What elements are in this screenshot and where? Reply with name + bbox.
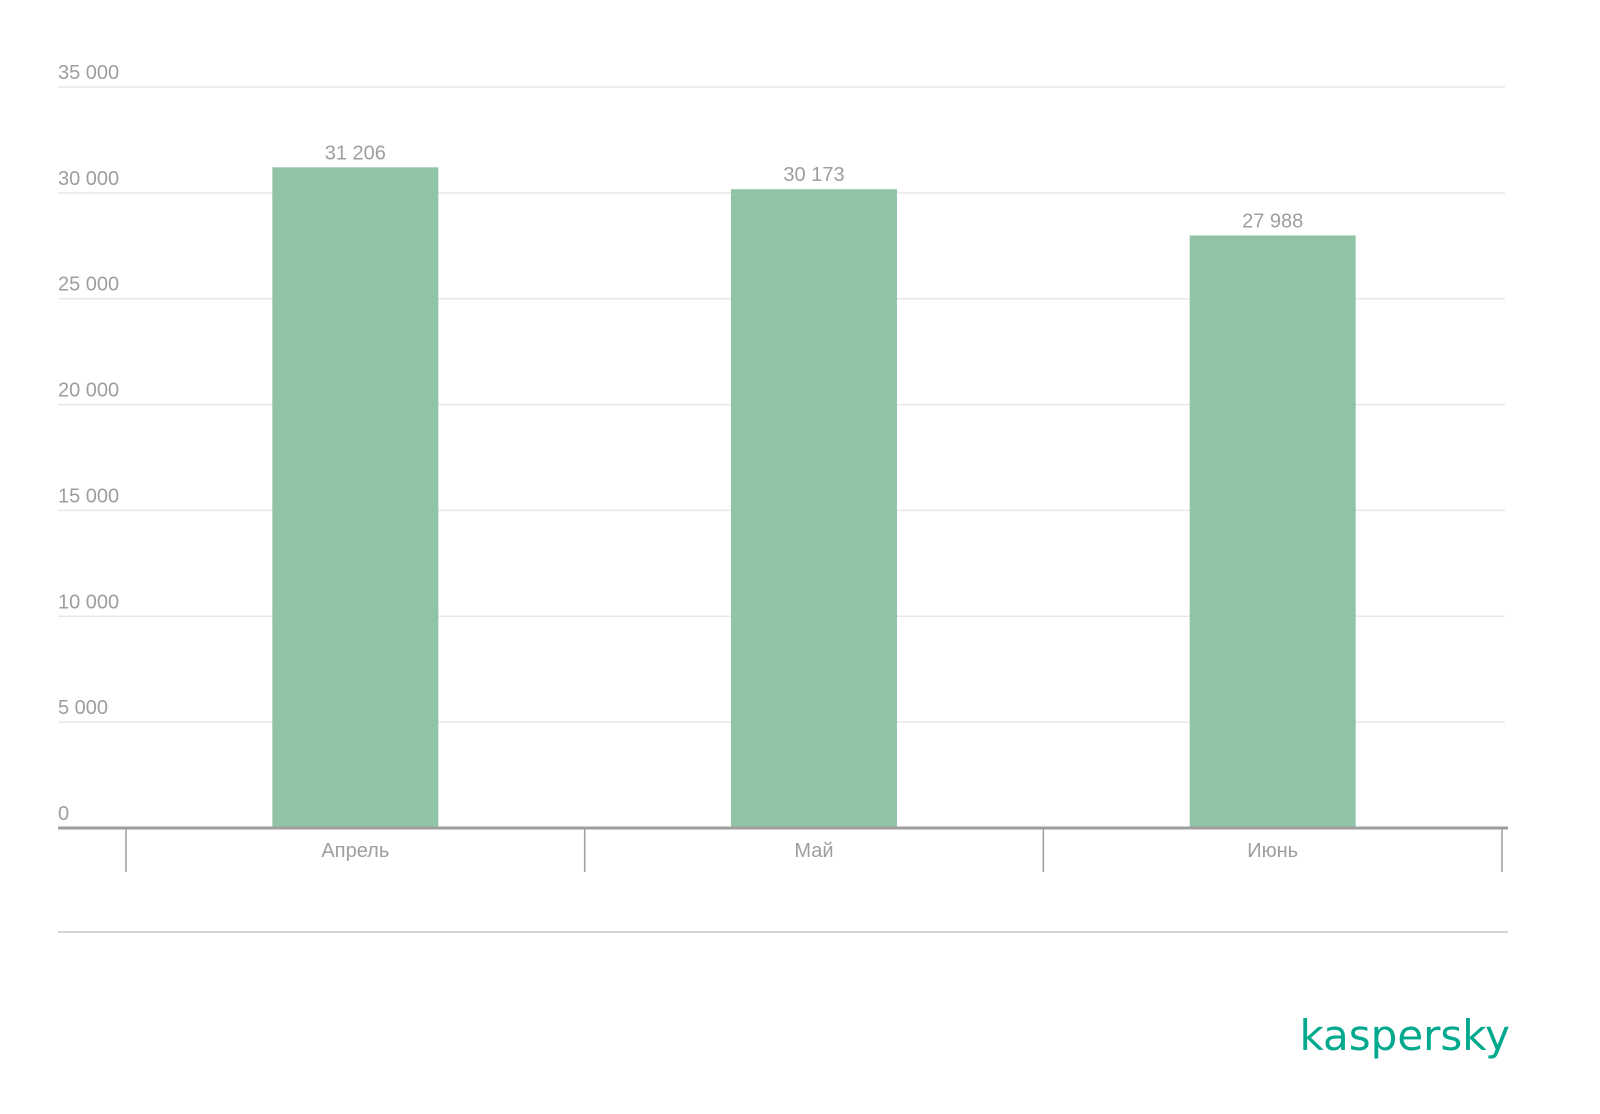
- bar: [1189, 235, 1356, 829]
- y-tick-label: 10 000: [58, 591, 119, 613]
- y-tick-label: 20 000: [58, 380, 119, 402]
- logo: kaspersky: [1299, 1011, 1510, 1060]
- bar: [272, 167, 439, 828]
- x-tick-label: Май: [794, 840, 833, 862]
- y-tick-label: 15 000: [58, 485, 119, 507]
- y-tick-label: 35 000: [58, 62, 119, 84]
- y-tick-label: 0: [58, 803, 69, 825]
- x-tick-label: Апрель: [321, 840, 389, 862]
- bar: [731, 189, 897, 829]
- value-label: 30 173: [783, 164, 844, 186]
- y-tick-label: 5 000: [58, 697, 108, 719]
- value-label: 31 206: [325, 142, 386, 164]
- y-tick-label: 25 000: [58, 274, 119, 296]
- x-tick-label: Июнь: [1247, 840, 1298, 862]
- y-tick-label: 30 000: [58, 168, 119, 190]
- value-label: 27 988: [1242, 210, 1303, 232]
